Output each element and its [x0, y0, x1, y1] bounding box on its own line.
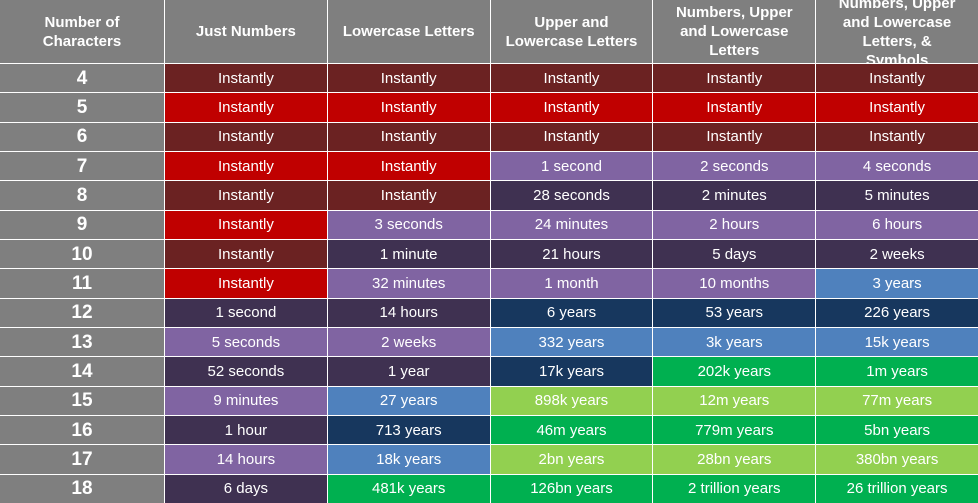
time-cell: 15k years: [816, 328, 978, 357]
time-cell: 898k years: [490, 386, 653, 415]
length-cell: 16: [0, 416, 164, 445]
time-cell: Instantly: [816, 122, 978, 151]
time-cell: 32 minutes: [327, 269, 490, 298]
time-cell: 21 hours: [490, 240, 653, 269]
time-cell: 2 trillion years: [653, 474, 816, 503]
time-cell: 5 minutes: [816, 181, 978, 210]
time-cell: 779m years: [653, 416, 816, 445]
time-cell: 2 weeks: [327, 328, 490, 357]
time-cell: 1 second: [490, 152, 653, 181]
length-cell: 7: [0, 152, 164, 181]
time-cell: 9 minutes: [165, 386, 327, 415]
time-cell: Instantly: [816, 64, 978, 93]
header-cell: Number of Characters: [0, 0, 164, 63]
time-cell: Instantly: [653, 64, 816, 93]
time-cell: Instantly: [165, 240, 327, 269]
length-cell: 10: [0, 240, 164, 269]
time-cell: 12m years: [653, 386, 816, 415]
time-cell: Instantly: [490, 64, 653, 93]
time-cell: Instantly: [165, 152, 327, 181]
time-cell: 2 minutes: [653, 181, 816, 210]
time-cell: Instantly: [165, 122, 327, 151]
time-cell: 6 days: [165, 474, 327, 503]
time-cell: 1 second: [165, 298, 327, 327]
time-cell: 26 trillion years: [816, 474, 978, 503]
time-cell: Instantly: [327, 93, 490, 122]
time-cell: 1 month: [490, 269, 653, 298]
time-cell: 1 minute: [327, 240, 490, 269]
length-cell: 9: [0, 210, 164, 239]
time-cell: 1 year: [327, 357, 490, 386]
time-cell: 202k years: [653, 357, 816, 386]
time-cell: 27 years: [327, 386, 490, 415]
time-cell: Instantly: [653, 93, 816, 122]
time-cell: 1m years: [816, 357, 978, 386]
length-cell: 5: [0, 93, 164, 122]
time-cell: 2bn years: [490, 445, 653, 474]
time-cell: 1 hour: [165, 416, 327, 445]
time-cell: Instantly: [816, 93, 978, 122]
time-cell: 126bn years: [490, 474, 653, 503]
time-cell: 2 seconds: [653, 152, 816, 181]
length-cell: 15: [0, 386, 164, 415]
time-cell: 3 years: [816, 269, 978, 298]
time-cell: 46m years: [490, 416, 653, 445]
time-cell: 6 years: [490, 298, 653, 327]
time-cell: 3 seconds: [327, 210, 490, 239]
time-cell: 2 weeks: [816, 240, 978, 269]
time-cell: Instantly: [165, 93, 327, 122]
time-cell: 713 years: [327, 416, 490, 445]
header-cell: Numbers, Upper and Lowercase Letters: [653, 0, 816, 63]
time-cell: 17k years: [490, 357, 653, 386]
time-cell: 53 years: [653, 298, 816, 327]
length-cell: 18: [0, 474, 164, 503]
time-cell: 5 days: [653, 240, 816, 269]
time-cell: 380bn years: [816, 445, 978, 474]
time-cell: 5bn years: [816, 416, 978, 445]
time-cell: Instantly: [327, 122, 490, 151]
time-cell: Instantly: [165, 181, 327, 210]
length-cell: 8: [0, 181, 164, 210]
length-cell: 17: [0, 445, 164, 474]
time-cell: 481k years: [327, 474, 490, 503]
time-cell: 332 years: [490, 328, 653, 357]
time-cell: 14 hours: [327, 298, 490, 327]
time-cell: 10 months: [653, 269, 816, 298]
time-cell: 2 hours: [653, 210, 816, 239]
length-cell: 14: [0, 357, 164, 386]
time-cell: 52 seconds: [165, 357, 327, 386]
time-cell: 14 hours: [165, 445, 327, 474]
time-cell: 226 years: [816, 298, 978, 327]
length-cell: 13: [0, 328, 164, 357]
time-cell: Instantly: [490, 93, 653, 122]
time-cell: Instantly: [327, 181, 490, 210]
time-cell: Instantly: [327, 152, 490, 181]
time-cell: 18k years: [327, 445, 490, 474]
time-cell: 24 minutes: [490, 210, 653, 239]
length-cell: 12: [0, 298, 164, 327]
time-cell: 6 hours: [816, 210, 978, 239]
time-cell: 28 seconds: [490, 181, 653, 210]
time-cell: Instantly: [653, 122, 816, 151]
time-cell: Instantly: [327, 64, 490, 93]
header-cell: Lowercase Letters: [327, 0, 490, 63]
time-cell: Instantly: [165, 64, 327, 93]
header-cell: Upper and Lowercase Letters: [490, 0, 653, 63]
header-cell: Just Numbers: [165, 0, 327, 63]
time-cell: 4 seconds: [816, 152, 978, 181]
length-cell: 4: [0, 64, 164, 93]
time-cell: 28bn years: [653, 445, 816, 474]
time-cell: 5 seconds: [165, 328, 327, 357]
time-cell: Instantly: [165, 269, 327, 298]
header-cell: Numbers, Upper and Lowercase Letters, & …: [816, 0, 978, 69]
length-cell: 6: [0, 122, 164, 151]
time-cell: 77m years: [816, 386, 978, 415]
time-cell: 3k years: [653, 328, 816, 357]
time-cell: Instantly: [490, 122, 653, 151]
length-cell: 11: [0, 269, 164, 298]
time-cell: Instantly: [165, 210, 327, 239]
